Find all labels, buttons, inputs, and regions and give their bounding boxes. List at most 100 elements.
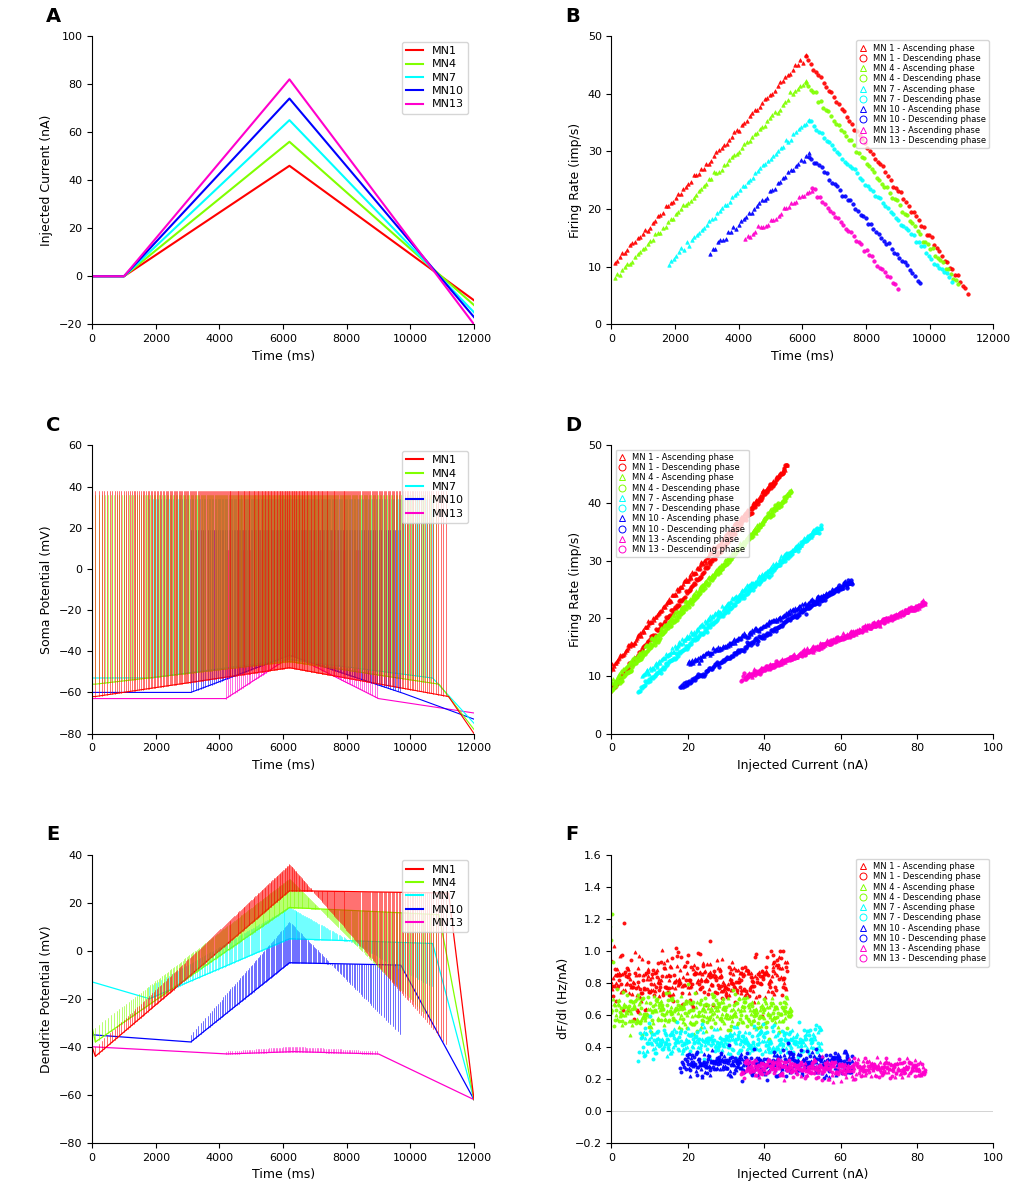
Point [695,666,712,686]
Point [750,973,766,992]
Legend: MN 1 - Ascending phase, MN 1 - Descending phase, MN 4 - Ascending phase, MN 4 - : MN 1 - Ascending phase, MN 1 - Descendin… [615,450,749,557]
Point [669,579,685,598]
Point [710,1048,726,1067]
Point [627,964,643,983]
Point [765,499,781,518]
Point [613,671,630,691]
Point [788,538,805,557]
Point [820,583,837,603]
Point [740,581,757,600]
Point [632,242,648,261]
Point [744,523,761,543]
Point [654,1032,671,1051]
Point [633,645,649,664]
Point [613,983,630,1002]
Point [717,636,733,656]
Point [741,1061,758,1080]
Point [761,562,777,581]
Point [614,645,631,664]
Point [616,1013,633,1032]
Point [896,602,912,621]
Point [625,1000,641,1019]
Point [720,593,736,612]
Point [930,248,946,267]
Point [924,227,940,247]
Point [785,602,802,621]
Point [842,574,858,593]
Point [658,1045,675,1065]
Point [882,267,898,286]
Point [759,482,775,502]
Point [764,499,780,518]
Point [771,1049,787,1068]
Point [672,644,688,663]
Point [786,538,803,557]
Point [873,1057,890,1077]
Point [702,543,719,562]
Point [643,974,659,994]
Point [756,569,772,588]
Point [691,962,708,982]
Point [708,565,724,585]
Point [778,198,795,218]
Point [713,231,729,250]
Point [604,681,621,700]
Point [716,555,732,574]
Point [706,606,722,626]
Point [677,976,693,995]
Point [831,579,848,598]
Point [650,1021,667,1041]
Point [744,1041,761,1060]
Point [740,529,757,549]
Point [910,595,927,615]
Point [947,271,964,290]
Point [778,650,795,669]
Point [736,623,753,642]
Point [736,965,753,984]
Point [611,674,628,693]
Point [660,651,677,670]
Point [697,614,714,633]
Point [740,580,757,599]
Point [701,1030,718,1049]
Point [676,976,692,995]
Point [718,555,734,574]
Point [652,1033,669,1053]
Point [836,1055,852,1074]
Point [687,563,703,582]
Point [782,130,799,149]
Point [712,1033,728,1053]
Point [709,1032,725,1051]
Point [799,1066,815,1085]
Point [862,618,879,638]
Point [605,989,622,1008]
Point [727,644,743,663]
Point [847,1069,863,1089]
Point [773,1012,790,1031]
Point [767,472,783,491]
Point [666,606,682,626]
Point [813,1051,829,1071]
Point [658,592,675,611]
Point [657,620,674,639]
Point [774,1060,791,1079]
Point [635,676,651,695]
Point [677,677,693,697]
Point [727,1060,743,1079]
Point [759,564,775,583]
Point [668,189,684,208]
Point [765,147,781,166]
Point [801,528,817,547]
Point [791,154,807,173]
Point [642,1007,658,1026]
Point [900,1065,916,1084]
Point [676,599,692,618]
Point [603,952,620,971]
Point [833,1050,849,1069]
Point [760,658,776,677]
Point [654,648,671,668]
Point [635,646,651,665]
Point [718,1026,734,1045]
Point [819,197,836,217]
Point [813,158,829,177]
